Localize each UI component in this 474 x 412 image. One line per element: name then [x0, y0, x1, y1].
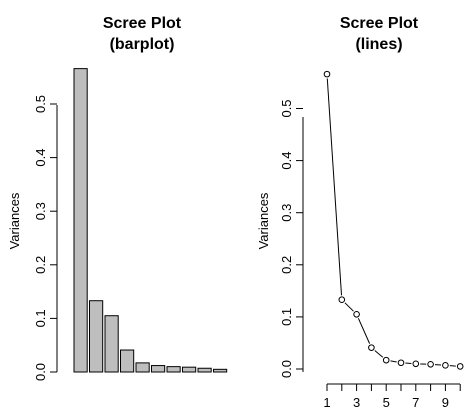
- lines-y-tick-label: 0.3: [279, 204, 294, 222]
- lines-series: [323, 70, 464, 370]
- lines-y-tick-label: 0.1: [279, 308, 294, 326]
- lines-segment: [374, 350, 384, 358]
- lines-x-tick-label: 1: [323, 395, 330, 410]
- barplot-bar: [182, 366, 197, 373]
- lines-segment: [326, 78, 343, 296]
- lines-point: [427, 361, 434, 368]
- barplot-bar: [166, 366, 181, 373]
- lines-x-tick-label: 3: [353, 395, 360, 410]
- barplot-y-tick-label: 0.0: [33, 363, 48, 381]
- barplot-y-axis-label: Variances: [7, 192, 22, 249]
- barplot-title: Scree Plot: [103, 15, 182, 32]
- lines-point: [456, 363, 464, 370]
- barplot-y-tick-label: 0.1: [33, 309, 48, 327]
- barplot-y-ticks: 0.0 0.1 0.2 0.3 0.4 0.5: [33, 95, 57, 381]
- lines-segment: [390, 360, 397, 363]
- barplot-bar: [120, 349, 135, 373]
- barplot-panel: Scree Plot (barplot) Variances 0.0 0.1 0.2…: [7, 15, 228, 381]
- barplot-y-tick-label: 0.4: [33, 149, 48, 167]
- barplot-y-tick-label: 0.2: [33, 256, 48, 274]
- lines-point: [353, 310, 360, 318]
- lines-point: [442, 362, 449, 369]
- lines-point: [368, 344, 375, 351]
- lines-panel: Scree Plot (lines) Variances 0.00.10.20.…: [256, 15, 464, 410]
- barplot-bar: [73, 68, 88, 373]
- lines-y-tick-label: 0.5: [279, 99, 294, 117]
- lines-x-tick-label: 5: [383, 395, 390, 410]
- lines-subtitle: (lines): [355, 36, 402, 53]
- lines-x-tick-label: 7: [412, 395, 419, 410]
- lines-y-axis-label: Variances: [256, 192, 271, 249]
- barplot-bar: [213, 368, 228, 373]
- lines-point: [338, 296, 346, 304]
- lines-y-tick-label: 0.4: [279, 152, 294, 170]
- barplot-bar: [89, 300, 104, 373]
- barplot-bar: [135, 362, 150, 373]
- lines-point: [412, 360, 420, 368]
- lines-y-tick-label: 0.0: [279, 360, 294, 378]
- lines-point: [397, 359, 405, 367]
- lines-y-tick-label: 0.2: [279, 256, 294, 274]
- lines-segment: [357, 318, 371, 344]
- lines-y-ticks: 0.0 0.1 0.2 0.3 0.4 0.5: [279, 99, 303, 378]
- barplot-bar: [197, 367, 212, 373]
- barplot-bars: [73, 68, 228, 373]
- lines-point: [323, 70, 331, 78]
- lines-x-tick-label: 9: [442, 395, 449, 410]
- lines-segment: [344, 302, 354, 312]
- lines-x-ticks: 1 3 5 7 9: [323, 384, 461, 410]
- barplot-bar: [104, 315, 119, 373]
- lines-point: [382, 356, 390, 364]
- lines-title: Scree Plot: [340, 15, 419, 32]
- barplot-subtitle: (barplot): [110, 36, 175, 53]
- barplot-y-tick-label: 0.3: [33, 202, 48, 220]
- barplot-y-tick-label: 0.5: [33, 95, 48, 113]
- barplot-bar: [151, 365, 166, 373]
